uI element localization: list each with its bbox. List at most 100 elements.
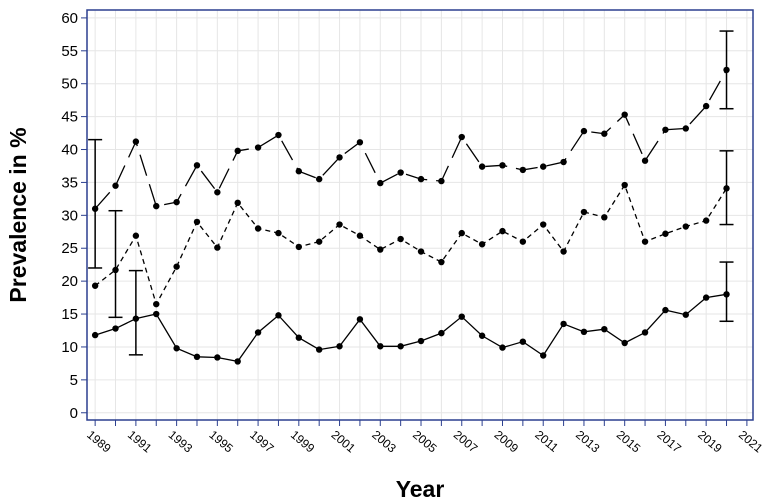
data-point: [702, 294, 710, 301]
y-tick-label: 55: [61, 43, 78, 60]
data-point: [641, 238, 649, 245]
y-tick-label: 60: [61, 10, 78, 27]
data-point: [499, 227, 506, 235]
data-point: [662, 230, 669, 237]
y-tick-label: 40: [61, 142, 78, 159]
data-point: [662, 306, 669, 314]
data-point: [438, 258, 445, 266]
y-axis: 0 5 10 15 20 25 30 35 40 45 50 55 60: [61, 10, 87, 422]
data-point: [641, 157, 649, 164]
data-point: [91, 331, 99, 339]
data-point: [356, 232, 364, 239]
data-point: [336, 154, 343, 161]
data-point: [91, 282, 99, 289]
data-point: [173, 263, 180, 270]
data-point: [234, 358, 241, 365]
data-point: [336, 221, 343, 228]
data-point: [662, 126, 669, 133]
data-point: [540, 221, 547, 228]
data-point: [601, 130, 608, 137]
data-point: [417, 337, 425, 345]
series-short-dash: [91, 150, 734, 319]
data-point: [356, 316, 364, 323]
error-bar: [108, 209, 123, 319]
grid: [87, 10, 753, 420]
y-tick-label: 15: [61, 306, 78, 323]
data-point: [560, 158, 567, 166]
data-point: [560, 248, 567, 255]
data-point: [153, 300, 160, 308]
y-tick-label: 45: [61, 109, 78, 126]
error-bar: [128, 269, 143, 356]
data-point: [438, 177, 445, 185]
data-point: [621, 181, 628, 189]
data-point: [112, 182, 119, 189]
data-point: [601, 325, 608, 333]
data-point: [397, 169, 404, 176]
data-point: [499, 344, 506, 351]
y-tick-label: 30: [61, 207, 78, 224]
data-point: [132, 138, 140, 145]
data-point: [254, 329, 262, 336]
data-point: [193, 218, 201, 226]
data-point: [315, 175, 323, 183]
data-point: [519, 338, 527, 345]
y-tick-label: 25: [61, 240, 78, 257]
data-point: [275, 131, 282, 139]
error-bar: [719, 261, 734, 323]
data-point: [234, 199, 241, 207]
data-point: [153, 202, 160, 210]
x-axis-title: Year: [396, 476, 445, 502]
y-tick-label: 20: [61, 273, 78, 290]
data-point: [478, 241, 486, 248]
y-tick-label: 0: [70, 405, 78, 422]
data-point: [234, 147, 241, 155]
data-point: [458, 229, 465, 237]
data-point: [275, 229, 282, 237]
series-line: [94, 183, 728, 306]
data-point: [580, 127, 588, 135]
y-tick-label: 5: [70, 372, 78, 389]
data-point: [315, 238, 323, 245]
data-point: [621, 111, 628, 118]
data-point: [193, 353, 201, 361]
data-point: [682, 311, 689, 318]
data-point: [112, 325, 119, 332]
data-point: [478, 332, 486, 339]
data-point: [356, 139, 364, 146]
data-point: [702, 102, 710, 110]
data-point: [478, 163, 486, 170]
data-point: [458, 133, 465, 141]
data-point: [682, 125, 689, 132]
data-point: [540, 163, 547, 170]
error-bar: [88, 138, 103, 269]
series-line: [94, 293, 727, 363]
data-point: [377, 343, 384, 350]
series-layer: [88, 30, 734, 365]
data-point: [315, 346, 323, 353]
error-bar: [719, 30, 734, 110]
data-point: [417, 175, 425, 183]
data-point: [214, 354, 221, 361]
data-point: [153, 310, 160, 318]
y-tick-label: 35: [61, 174, 78, 191]
series-line: [94, 69, 728, 210]
data-point: [173, 198, 180, 206]
data-point: [214, 244, 221, 251]
data-point: [601, 214, 608, 221]
data-point: [499, 162, 506, 169]
series-long-dash: [88, 30, 734, 269]
data-point: [336, 343, 343, 350]
data-point: [295, 334, 303, 341]
data-point: [621, 339, 628, 347]
data-point: [275, 312, 282, 319]
data-point: [377, 246, 384, 253]
data-point: [580, 328, 588, 336]
data-point: [173, 345, 180, 352]
error-bar: [719, 150, 734, 226]
data-point: [254, 144, 262, 151]
data-point: [214, 189, 221, 196]
data-point: [519, 238, 527, 245]
data-point: [682, 223, 689, 230]
